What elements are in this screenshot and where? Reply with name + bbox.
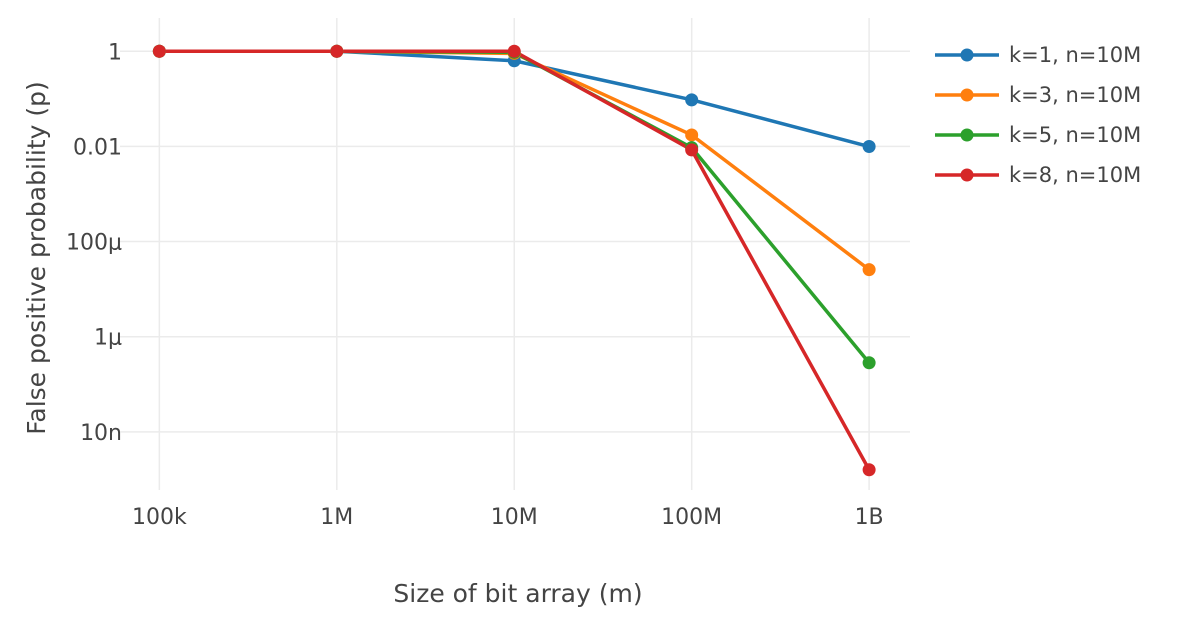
y-axis-title: False positive probability (p) [22, 81, 51, 434]
data-points [152, 44, 876, 477]
legend-item[interactable]: k=8, n=10M [935, 163, 1141, 187]
data-point[interactable] [330, 44, 344, 58]
legend-item[interactable]: k=3, n=10M [935, 83, 1141, 107]
legend-swatch-marker [960, 48, 974, 62]
data-point[interactable] [862, 463, 876, 477]
legend[interactable]: k=1, n=10M k=3, n=10M k=5, n=10M k=8, n=10M [935, 43, 1141, 187]
legend-item[interactable]: k=1, n=10M [935, 43, 1141, 67]
data-point[interactable] [685, 93, 699, 107]
y-axis-tick-labels: 1 0.01 100μ 1μ 10n [66, 40, 122, 446]
x-tick-label: 100M [661, 505, 722, 530]
x-axis-tick-labels: 100k 1M 10M 100M 1B [132, 505, 884, 530]
data-point[interactable] [862, 263, 876, 277]
x-tick-label: 10M [491, 505, 538, 530]
data-point[interactable] [862, 140, 876, 154]
legend-item[interactable]: k=5, n=10M [935, 123, 1141, 147]
legend-swatch-marker [960, 128, 974, 142]
legend-label: k=3, n=10M [1009, 83, 1141, 107]
data-point[interactable] [685, 143, 699, 157]
data-point[interactable] [862, 356, 876, 370]
data-point[interactable] [152, 44, 166, 58]
x-tick-label: 1M [320, 505, 353, 530]
gridlines [120, 18, 910, 490]
x-tick-label: 100k [132, 505, 187, 530]
x-axis-title: Size of bit array (m) [393, 579, 642, 608]
legend-label: k=5, n=10M [1009, 123, 1141, 147]
y-tick-label: 1 [108, 40, 122, 65]
data-point[interactable] [507, 44, 521, 58]
y-tick-label: 10n [80, 421, 122, 446]
y-tick-label: 1μ [94, 326, 122, 351]
legend-swatch-marker [960, 88, 974, 102]
y-tick-label: 0.01 [73, 135, 122, 160]
x-tick-label: 1B [855, 505, 884, 530]
legend-swatch-marker [960, 168, 974, 182]
y-tick-label: 100μ [66, 231, 122, 256]
data-point[interactable] [685, 128, 699, 142]
legend-label: k=1, n=10M [1009, 43, 1141, 67]
legend-label: k=8, n=10M [1009, 163, 1141, 187]
